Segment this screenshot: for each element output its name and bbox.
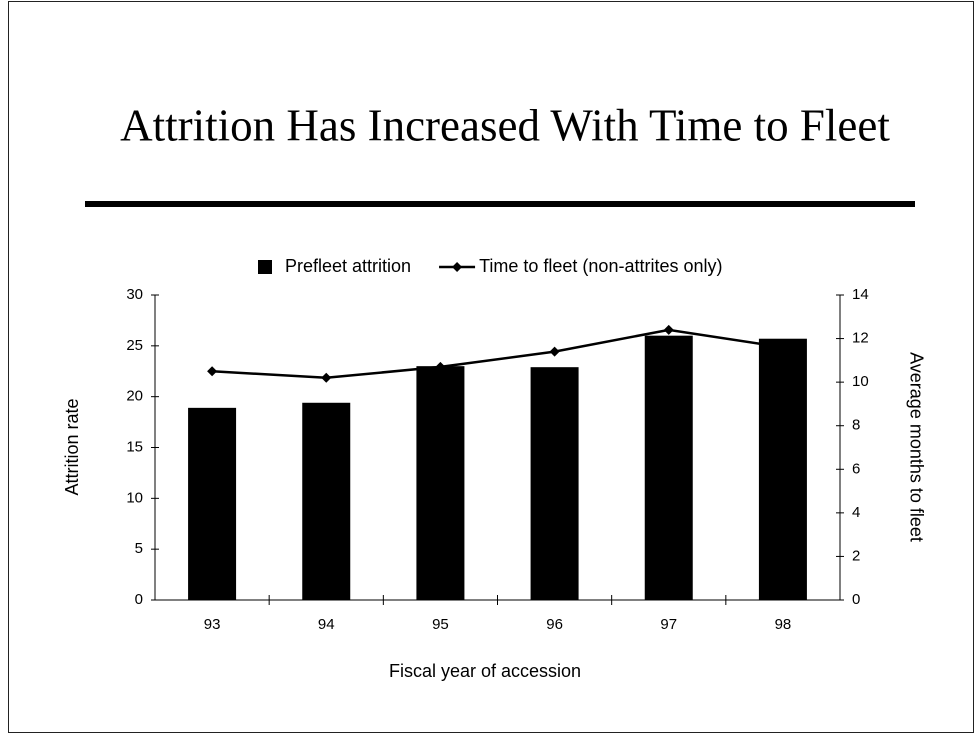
x-tick-label: 96: [546, 616, 563, 633]
x-tick-label: 98: [775, 616, 792, 633]
bar: [416, 366, 465, 600]
y2-tick-label: 10: [852, 373, 869, 390]
y2-tick-label: 8: [852, 417, 860, 434]
y-tick-label: 0: [135, 591, 143, 608]
bar: [644, 335, 693, 600]
bar: [302, 402, 351, 600]
y2-tick-label: 0: [852, 591, 860, 608]
x-tick-label: 95: [432, 616, 449, 633]
y2-tick-label: 14: [852, 286, 869, 303]
y-tick-label: 15: [126, 438, 143, 455]
y-tick-label: 5: [135, 540, 143, 557]
y-tick-label: 25: [126, 337, 143, 354]
y2-tick-label: 12: [852, 330, 869, 347]
x-tick-label: 93: [204, 616, 221, 633]
y-axis-label: Attrition rate: [62, 398, 82, 495]
legend-swatch: [258, 260, 272, 274]
line-marker: [777, 342, 788, 353]
y-tick-label: 30: [126, 286, 143, 303]
y2-axis-label: Average months to fleet: [906, 352, 926, 542]
y-tick-label: 20: [126, 388, 143, 405]
title-rule: [85, 201, 915, 207]
line-marker: [549, 346, 560, 357]
line-marker: [321, 372, 332, 383]
legend-label: Prefleet attrition: [285, 256, 411, 276]
bar: [758, 338, 807, 600]
line-marker: [435, 361, 446, 372]
chart-title: Attrition Has Increased With Time to Fle…: [120, 100, 890, 150]
x-axis-label: Fiscal year of accession: [389, 661, 581, 681]
legend-marker: [452, 262, 463, 272]
frame: [8, 1, 974, 733]
y-tick-label: 10: [126, 489, 143, 506]
legend-label: Time to fleet (non-attrites only): [479, 256, 722, 276]
line: [212, 328, 784, 380]
line-marker: [207, 366, 218, 377]
y2-tick-label: 6: [852, 460, 860, 477]
line-marker: [663, 324, 674, 335]
bar: [530, 367, 579, 600]
bar: [188, 407, 237, 600]
x-tick-label: 97: [660, 616, 677, 633]
y2-tick-label: 4: [852, 504, 860, 521]
y2-tick-label: 2: [852, 547, 860, 564]
x-tick-label: 94: [318, 616, 335, 633]
